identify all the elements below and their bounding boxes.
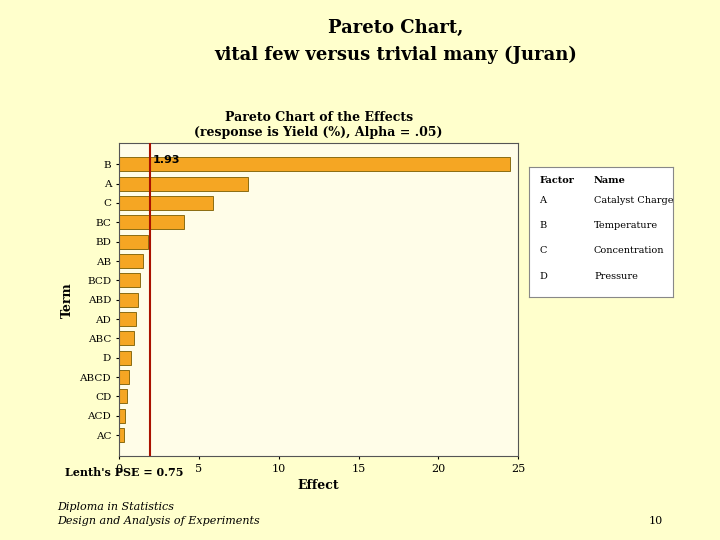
Text: Lenth's PSE = 0.75: Lenth's PSE = 0.75 — [65, 467, 184, 478]
Text: Catalyst Charge: Catalyst Charge — [594, 196, 673, 205]
Bar — [119, 235, 148, 248]
Title: Pareto Chart of the Effects
(response is Yield (%), Alpha = .05): Pareto Chart of the Effects (response is… — [194, 111, 443, 139]
Text: Name: Name — [594, 177, 626, 185]
Y-axis label: Term: Term — [61, 282, 74, 318]
Bar — [119, 293, 138, 307]
Bar — [119, 273, 140, 287]
Text: D: D — [539, 272, 547, 281]
Text: 1.93: 1.93 — [153, 154, 180, 165]
Bar — [119, 370, 129, 384]
Text: Pressure: Pressure — [594, 272, 638, 281]
Bar — [119, 157, 510, 171]
Bar — [119, 351, 131, 364]
Text: Temperature: Temperature — [594, 221, 658, 230]
Text: Factor: Factor — [539, 177, 574, 185]
Bar — [119, 196, 213, 210]
Text: Pareto Chart,: Pareto Chart, — [328, 19, 464, 37]
Text: A: A — [539, 196, 546, 205]
Bar — [119, 254, 143, 268]
Bar — [119, 215, 184, 230]
Bar — [119, 409, 125, 423]
Bar — [119, 389, 127, 403]
Text: B: B — [539, 221, 546, 230]
Text: Concentration: Concentration — [594, 246, 665, 255]
Text: vital few versus trivial many (Juran): vital few versus trivial many (Juran) — [215, 46, 577, 64]
Bar — [119, 428, 124, 442]
Text: 10: 10 — [648, 516, 662, 526]
X-axis label: Effect: Effect — [298, 480, 339, 492]
Text: Diploma in Statistics
Design and Analysis of Experiments: Diploma in Statistics Design and Analysi… — [58, 503, 261, 526]
Text: C: C — [539, 246, 546, 255]
Bar — [119, 177, 248, 191]
Bar — [119, 332, 134, 346]
Bar — [119, 312, 136, 326]
